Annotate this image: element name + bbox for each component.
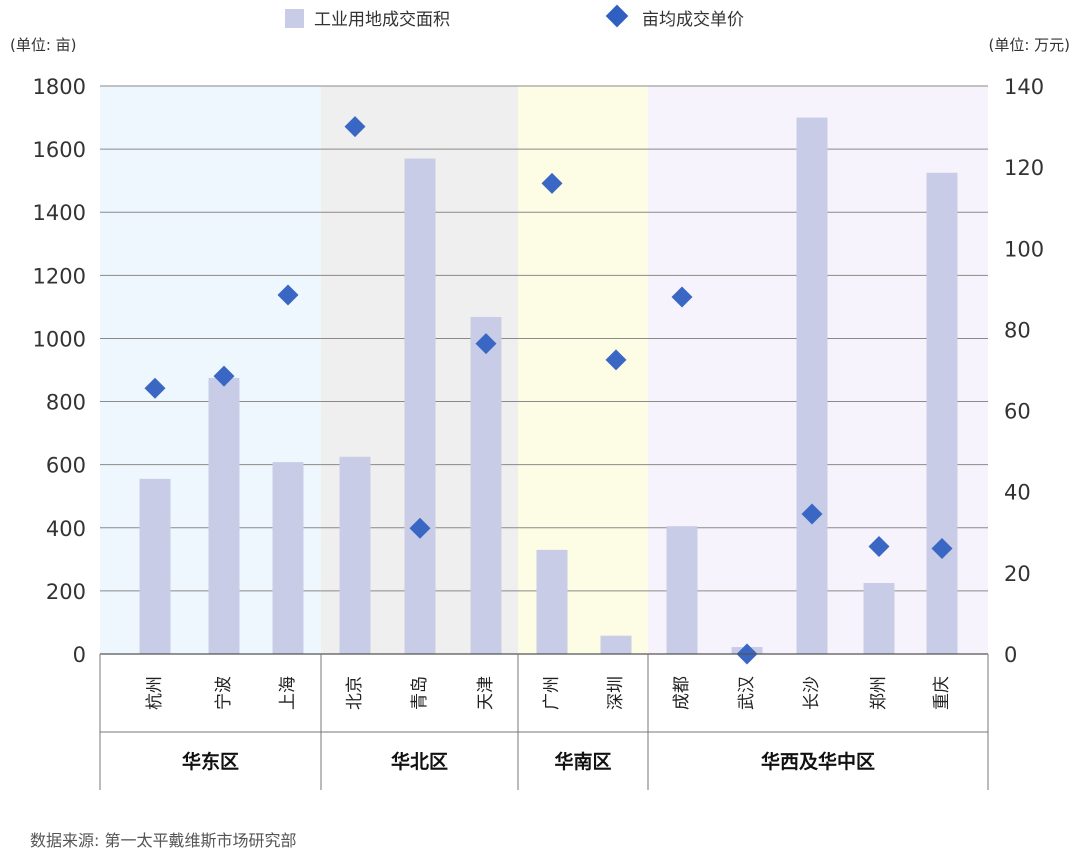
category-label: 武汉 [737, 676, 757, 710]
category-label: 郑州 [869, 676, 889, 710]
left-tick-label: 1000 [33, 327, 86, 351]
bar-青岛 [404, 158, 436, 655]
left-tick-label: 1200 [33, 264, 86, 288]
region-label: 华东区 [182, 750, 239, 773]
point-广州 [541, 172, 563, 194]
legend-label-price: 亩均成交单价 [642, 10, 744, 30]
legend-label-area: 工业用地成交面积 [314, 10, 450, 30]
category-label: 杭州 [145, 676, 165, 710]
category-label: 宁波 [214, 676, 234, 710]
bar-杭州 [139, 478, 171, 654]
left-tick-label: 800 [46, 391, 86, 415]
bar-上海 [272, 462, 304, 654]
point-北京 [344, 116, 366, 138]
point-上海 [277, 284, 299, 306]
left-axis-unit: (单位: 亩) [10, 36, 77, 54]
left-tick-label: 1400 [33, 201, 86, 225]
bar-重庆 [926, 172, 958, 654]
right-tick-label: 20 [1004, 562, 1031, 586]
category-label: 成都 [672, 676, 692, 710]
point-成都 [671, 286, 693, 308]
right-tick-label: 100 [1004, 237, 1044, 261]
legend-square-icon [285, 9, 304, 28]
point-郑州 [868, 535, 890, 557]
left-tick-label: 0 [73, 643, 86, 667]
category-label: 重庆 [932, 676, 952, 710]
right-tick-label: 140 [1004, 75, 1044, 99]
bar-郑州 [863, 583, 895, 654]
category-label: 天津 [476, 676, 496, 710]
right-tick-label: 80 [1004, 318, 1031, 342]
legend: 工业用地成交面积 亩均成交单价 [285, 4, 744, 30]
legend-diamond-icon [605, 4, 629, 28]
bar-北京 [339, 456, 371, 654]
region-label: 华北区 [391, 750, 448, 773]
bar-深圳 [600, 635, 632, 654]
category-label: 深圳 [606, 676, 626, 710]
category-label: 长沙 [802, 676, 822, 710]
point-深圳 [605, 349, 627, 371]
point-杭州 [144, 377, 166, 399]
point-天津 [475, 333, 497, 355]
source-note: 数据来源: 第一太平戴维斯市场研究部 [30, 831, 296, 850]
bar-天津 [470, 316, 502, 654]
point-青岛 [409, 517, 431, 539]
point-长沙 [801, 503, 823, 525]
bar-成都 [666, 526, 698, 654]
right-axis-unit: (单位: 万元) [988, 36, 1070, 54]
point-重庆 [931, 538, 953, 560]
bar-长沙 [796, 117, 828, 655]
category-label: 青岛 [410, 676, 430, 710]
left-tick-label: 1600 [33, 138, 86, 162]
left-tick-label: 600 [46, 454, 86, 478]
left-tick-label: 200 [46, 580, 86, 604]
category-label: 上海 [278, 676, 298, 710]
region-label: 华西及华中区 [761, 750, 875, 773]
point-宁波 [213, 365, 235, 387]
right-tick-label: 60 [1004, 400, 1031, 424]
right-tick-label: 120 [1004, 156, 1044, 180]
category-label: 广州 [542, 676, 562, 710]
region-label: 华南区 [554, 750, 611, 773]
bar-宁波 [208, 377, 240, 654]
right-tick-label: 0 [1004, 643, 1017, 667]
right-tick-label: 40 [1004, 481, 1031, 505]
axes [99, 653, 989, 790]
category-label: 北京 [345, 676, 365, 710]
left-tick-label: 1800 [33, 75, 86, 99]
tick-labels: 0 200 400 600 800 1000 1200 1400 1600 1800 0 20 40 60… [33, 75, 1045, 667]
left-tick-label: 400 [46, 517, 86, 541]
bar-广州 [536, 549, 568, 654]
area-bars [139, 117, 958, 655]
price-points [144, 116, 953, 665]
